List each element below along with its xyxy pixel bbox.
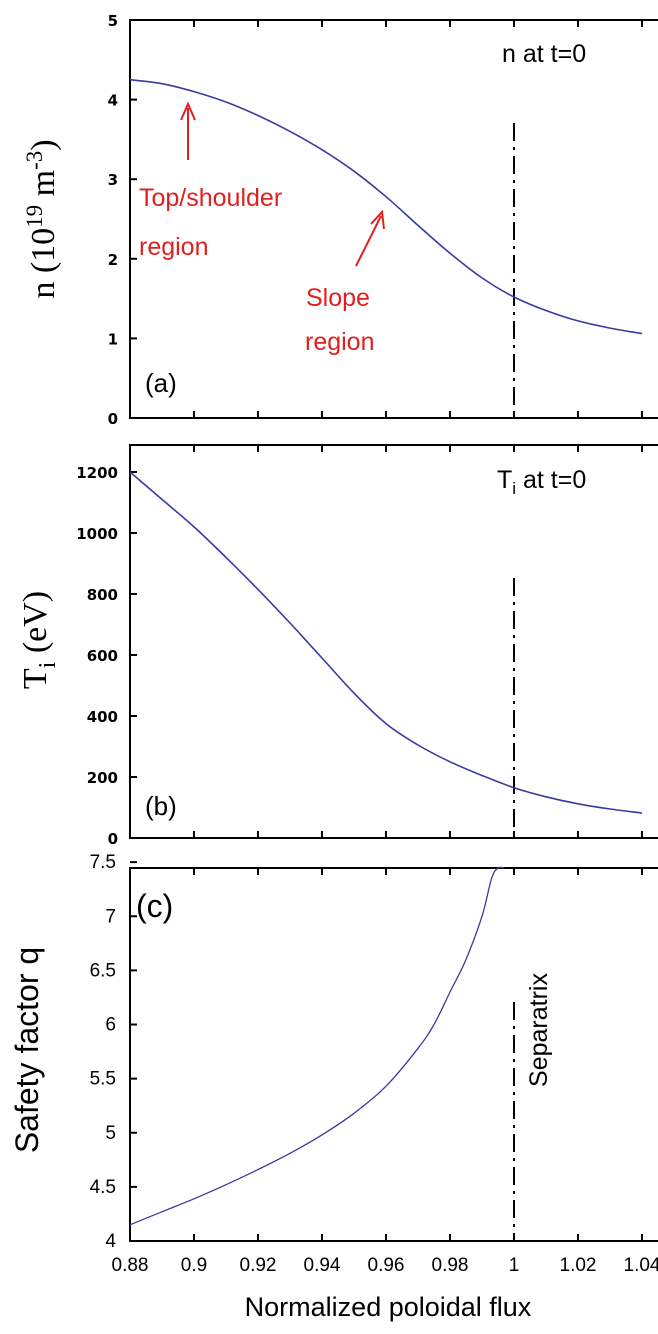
slope-label: Slope	[306, 284, 370, 312]
panel-c-y-ticks: 4 4.5 5 5.5 6 6.5 7 7.5	[90, 852, 137, 1252]
panel-c-y-tick-label: 5.5	[90, 1069, 116, 1090]
panel-b-tag: (b)	[145, 791, 177, 821]
panel-a-inset-title: n at t=0	[502, 40, 586, 68]
panel-a-density-curve	[129, 78, 643, 335]
panel-a-x-ticks	[129, 20, 643, 418]
panel-b-y-tick-label: 600	[87, 647, 118, 665]
panel-a-frame	[129, 19, 658, 419]
panel-a-y-tick-label: 4	[108, 92, 118, 110]
panel-c-y-tick-label: 6.5	[90, 960, 116, 981]
slope-arrow	[355, 215, 382, 267]
panel-a-y-tick-label: 1	[108, 330, 118, 348]
panel-c-y-tick-label: 4.5	[90, 1177, 116, 1198]
panel-b-y-ticks: 0 200 400 600 800 1000 1200	[76, 464, 137, 848]
panel-a-y-ticks: 0 1 2 3 4 5	[108, 12, 137, 428]
panel-c-y-axis-label: Safety factor q	[9, 947, 45, 1153]
panel-c-x-tick-label: 1	[509, 1255, 520, 1276]
panel-b-frame	[129, 444, 658, 839]
panel-b: 0 200 400 600 800 1000 1200 Ti at t=0 (b) Ti (…	[17, 444, 658, 848]
panel-c-x-ticks: 0.88 0.9 0.92 0.94 0.96 0.98 1 1.02 1.04	[112, 868, 658, 1276]
panel-b-y-tick-label: 800	[87, 586, 118, 604]
panel-b-temperature-curve	[129, 471, 643, 814]
panel-a-y-axis-label: n (1019 m-3)	[22, 139, 62, 298]
panel-c-x-tick-label: 0.9	[181, 1255, 207, 1276]
panel-c-y-tick-label: 5	[105, 1123, 116, 1144]
panel-a-ylabel-mid: m	[25, 170, 62, 205]
panel-b-ylabel-sub: i	[35, 661, 61, 668]
slope-arrowhead	[370, 209, 385, 230]
panel-b-y-tick-label: 1000	[76, 525, 118, 543]
panel-c-x-tick-label: 1.04	[624, 1255, 658, 1276]
panel-c-y-tick-label: 4	[105, 1231, 116, 1252]
panel-b-x-ticks	[129, 445, 643, 838]
panel-b-y-tick-label: 400	[87, 708, 118, 726]
top-shoulder-arrowhead	[180, 101, 196, 121]
panel-c-x-tick-label: 0.98	[432, 1255, 469, 1276]
panel-b-y-axis-label: Ti (eV)	[17, 591, 61, 689]
panel-a-tag: (a)	[145, 368, 177, 398]
panel-c-x-tick-label: 1.02	[560, 1255, 597, 1276]
panel-c: 4 4.5 5 5.5 6 6.5 7 7.5 0.88 0.9 0.92 0.94 0.96 0.98…	[9, 852, 658, 1322]
panel-b-title-rest: at t=0	[516, 466, 586, 494]
top-shoulder-label: Top/shoulder	[139, 184, 282, 212]
panel-a-ylabel-sup1: 19	[22, 205, 47, 228]
top-shoulder-region-label: region	[139, 233, 209, 261]
panel-c-x-tick-label: 0.92	[240, 1255, 277, 1276]
panel-a-y-tick-label: 2	[108, 251, 118, 269]
panel-b-y-tick-label: 0	[108, 830, 118, 848]
panel-a-y-tick-label: 0	[108, 410, 118, 428]
panel-a-ylabel-main: n (10	[25, 228, 62, 299]
separatrix-label: Separatrix	[525, 973, 553, 1087]
panel-a-ylabel-end: )	[25, 139, 62, 150]
panel-a-y-tick-label: 3	[108, 171, 118, 189]
panel-a-annotations: Top/shoulder region Slope region	[139, 101, 385, 356]
panel-a-ylabel-sup2: -3	[22, 151, 47, 170]
panel-b-ylabel-main: T	[17, 668, 54, 689]
panel-b-inset-title: Ti at t=0	[497, 466, 586, 498]
panel-b-ylabel-rest: (eV)	[17, 591, 54, 662]
x-axis-label: Normalized poloidal flux	[245, 1292, 532, 1322]
panel-c-y-tick-label: 6	[105, 1015, 116, 1036]
panel-c-y-tick-label: 7.5	[90, 852, 116, 873]
panel-c-tag: (c)	[136, 888, 173, 924]
panel-c-frame	[129, 867, 658, 1242]
slope-region-label: region	[305, 328, 375, 356]
panel-c-q-curve	[129, 866, 505, 1226]
panel-b-y-tick-label: 1200	[76, 464, 118, 482]
panel-c-x-tick-label: 0.88	[112, 1255, 149, 1276]
panel-c-x-tick-label: 0.96	[368, 1255, 405, 1276]
panel-c-x-tick-label: 0.94	[304, 1255, 341, 1276]
panel-b-title-main: T	[497, 466, 512, 494]
panel-a: 0 1 2 3 4 5 n at t=0 (a) n (1019 m-3) Top/sho…	[22, 12, 658, 428]
panel-b-title-sub: i	[512, 479, 516, 498]
panel-a-y-tick-label: 5	[108, 12, 118, 30]
panel-c-y-tick-label: 7	[105, 906, 116, 927]
panel-b-y-tick-label: 200	[87, 769, 118, 787]
